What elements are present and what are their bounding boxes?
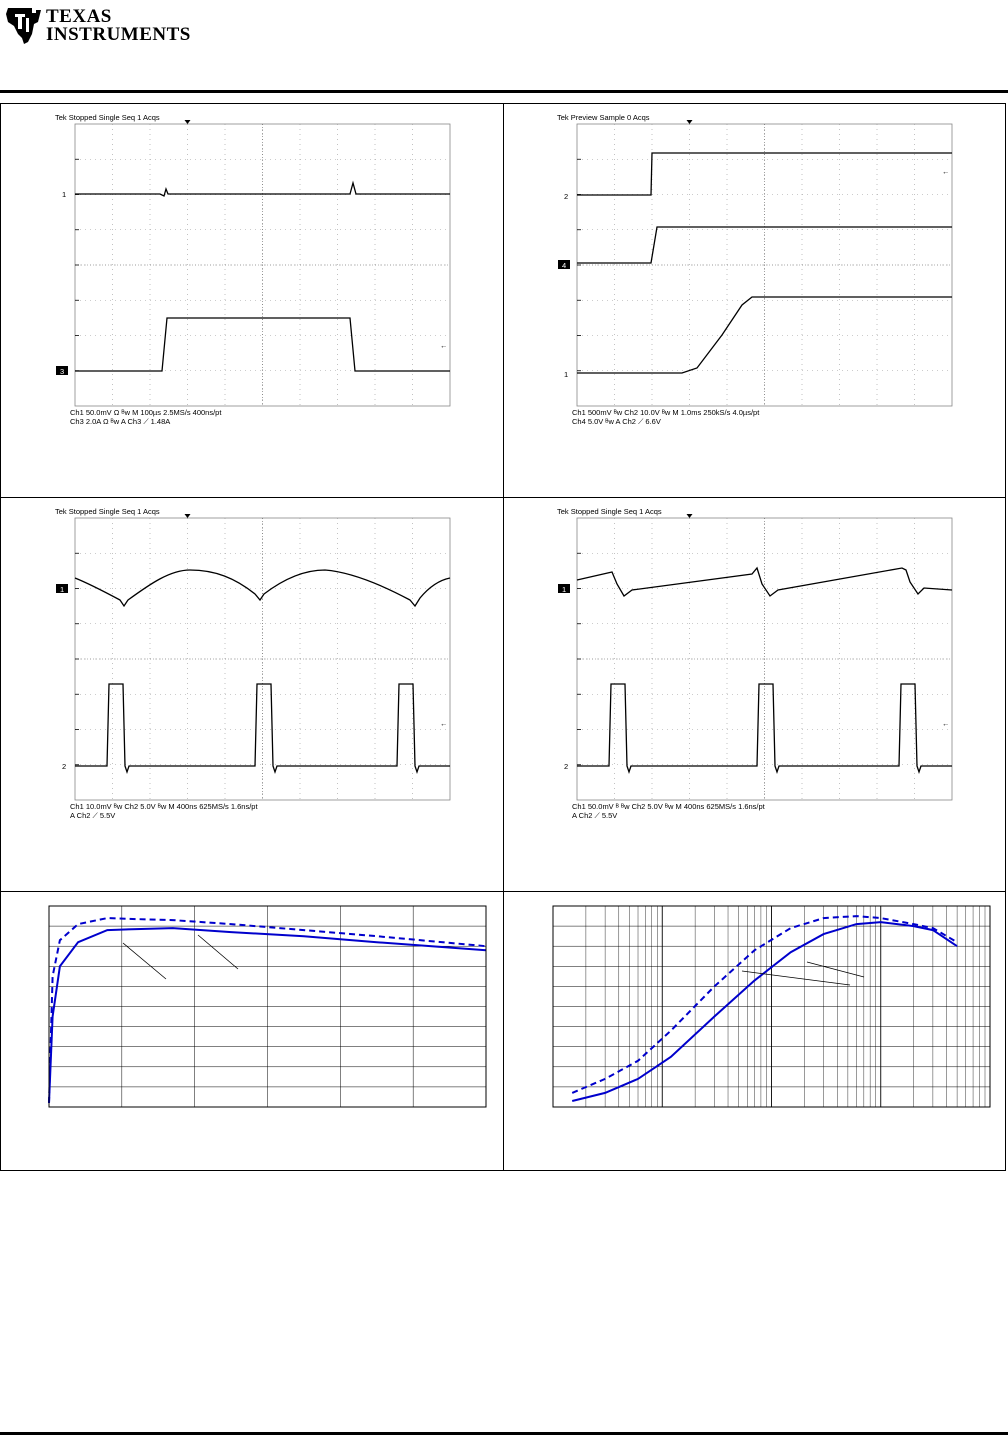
annotation-arrow-solid	[806, 961, 865, 978]
scope-readout-line2: Ch4 5.0V ᴮw A Ch2 ⟋ 6.6V	[572, 417, 661, 426]
trace-ch3	[75, 317, 450, 372]
header-rule	[0, 90, 1008, 93]
trigger-position-marker	[184, 514, 191, 518]
trace-ch2	[577, 152, 952, 196]
channel-marker-4-box	[558, 260, 570, 269]
scope-status-text: Tek Stopped Single Seq 1 Acqs	[55, 507, 160, 516]
trigger-position-marker	[686, 120, 693, 124]
channel-marker-1-box	[558, 584, 570, 593]
logo-text-texas: TEXAS	[46, 6, 112, 27]
scope-readout-line2: Ch3 2.0A Ω ᴮw A Ch3 ⟋ 1.48A	[70, 417, 170, 426]
scope-capture-3: Tek Stopped Single Seq 1 Acqs Ch1 10.0mV…	[50, 504, 470, 824]
scope-readout-line2: A Ch2 ⟋ 5.5V	[572, 811, 617, 820]
grid-divider-vertical	[503, 103, 504, 1171]
trigger-position-marker	[686, 514, 693, 518]
annotation-arrow-dashed	[741, 970, 851, 986]
channel-marker-1-box	[56, 584, 68, 593]
ti-logo-icon	[6, 8, 41, 44]
channel-marker-1: 1	[60, 585, 64, 594]
trace-ch2	[577, 683, 952, 775]
scope-readout-line1: Ch1 50.0mV Ω ᴮw M 100µs 2.5MS/s 400ns/pt	[70, 408, 222, 417]
chart-series-solid	[571, 921, 958, 1102]
scope-capture-1: Tek Stopped Single Seq 1 Acqs Ch1 50.0mV…	[50, 110, 470, 430]
scope-readout-line1: Ch1 500mV ᴮw Ch2 10.0V ᴮw M 1.0ms 250kS/…	[572, 408, 760, 417]
chart-frame	[48, 905, 487, 1108]
channel-marker-2: 2	[62, 762, 66, 771]
ti-logo: TEXAS INSTRUMENTS	[2, 4, 202, 48]
efficiency-chart-log	[552, 905, 992, 1109]
annotation-arrow-solid	[122, 942, 167, 980]
scope-readout-line1: Ch1 10.0mV ᴮw Ch2 5.0V ᴮw M 400ns 625MS/…	[70, 802, 258, 811]
scope-status-text: Tek Stopped Single Seq 1 Acqs	[55, 113, 160, 122]
trigger-level-marker: ←	[942, 719, 950, 728]
chart-series-dashed	[571, 915, 958, 1094]
efficiency-chart-linear	[48, 905, 488, 1109]
trace-ch4	[577, 226, 952, 264]
channel-marker-2: 2	[564, 762, 568, 771]
grid-divider-horizontal-1	[0, 497, 1006, 498]
scope-status-text: Tek Stopped Single Seq 1 Acqs	[557, 507, 662, 516]
channel-marker-4: 4	[562, 261, 566, 270]
trace-ch1	[577, 296, 952, 374]
footer-rule	[0, 1432, 1008, 1435]
channel-marker-2: 2	[564, 192, 568, 201]
trace-ch2	[75, 683, 450, 775]
scope-readout-line1: Ch1 50.0mV ᴮ ᴮw Ch2 5.0V ᴮw M 400ns 625M…	[572, 802, 766, 811]
trigger-level-marker: ←	[440, 719, 448, 728]
trace-ch1	[74, 569, 451, 608]
trigger-level-marker: ←	[440, 341, 448, 350]
trace-ch1	[75, 180, 450, 197]
channel-marker-3-box	[56, 366, 68, 375]
chart-series-solid	[48, 927, 487, 1104]
chart-frame	[552, 905, 991, 1108]
scope-readout-line2: A Ch2 ⟋ 5.5V	[70, 811, 115, 820]
channel-marker-3: 3	[60, 367, 64, 376]
channel-marker-1: 1	[562, 585, 566, 594]
channel-marker-1: 1	[62, 190, 66, 199]
scope-status-text: Tek Preview Sample 0 Acqs	[557, 113, 650, 122]
scope-capture-2: Tek Preview Sample 0 Acqs Ch1 500mV ᴮw C…	[552, 110, 972, 430]
scope-capture-4: Tek Stopped Single Seq 1 Acqs Ch1 50.0mV…	[552, 504, 972, 824]
annotation-arrow-dashed	[197, 934, 239, 970]
trace-ch1	[576, 566, 953, 597]
channel-marker-1: 1	[564, 370, 568, 379]
logo-text-instruments: INSTRUMENTS	[46, 24, 191, 45]
grid-divider-horizontal-2	[0, 891, 1006, 892]
chart-series-dashed	[48, 917, 487, 1104]
trigger-level-marker: ←	[942, 167, 950, 176]
trigger-position-marker	[184, 120, 191, 124]
